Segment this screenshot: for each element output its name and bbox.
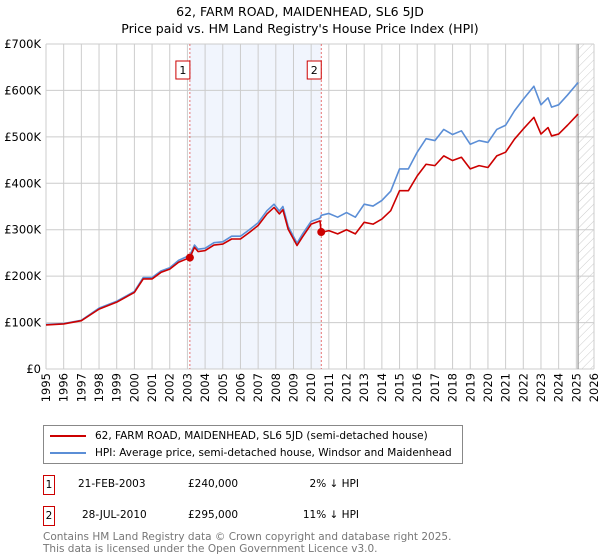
sale-badge: 1	[43, 475, 55, 495]
sale-date: 21-FEB-2003	[78, 478, 146, 490]
chart-subtitle: Price paid vs. HM Land Registry's House …	[121, 21, 479, 36]
x-tick-label: 2025	[569, 373, 583, 402]
x-tick-label: 2006	[233, 373, 247, 402]
sale-label: 1	[179, 64, 186, 77]
sale-label-box	[306, 60, 322, 80]
x-tick-label: 2019	[463, 373, 477, 402]
legend-item-hpi: HPI: Average price, semi-detached house,…	[50, 447, 452, 459]
footer-licence: This data is licensed under the Open Gov…	[43, 543, 378, 555]
x-tick-label: 2003	[180, 373, 194, 402]
x-tick-label: 2005	[216, 373, 230, 402]
x-tick-label: 2010	[304, 373, 318, 402]
x-tick-label: 1995	[39, 373, 53, 402]
x-tick-label: 2013	[357, 373, 371, 402]
x-tick-label: 2026	[587, 373, 600, 402]
x-tick-label: 2007	[251, 373, 265, 402]
x-tick-label: 2009	[286, 373, 300, 402]
hpi-line	[45, 82, 579, 326]
sale-hpi-diff: 11% ↓ HPI	[302, 509, 359, 521]
x-tick-label: 2011	[322, 373, 336, 402]
sale-date: 28-JUL-2010	[82, 509, 147, 521]
x-tick-label: 2008	[269, 373, 283, 402]
y-tick-label: £600K	[4, 83, 41, 97]
sale-point	[317, 228, 326, 237]
x-tick-label: 2024	[552, 373, 566, 402]
x-tick-label: 2012	[340, 373, 354, 402]
x-tick-label: 2015	[393, 373, 407, 402]
legend-swatch-red	[50, 435, 86, 437]
price-chart: 1995 1996 1997 1998 1999 2000 2001 2002 2003 2004…	[4, 37, 600, 402]
x-tick-label: 2004	[198, 373, 212, 402]
x-tick-label: 2017	[428, 373, 442, 402]
x-tick-label: 2014	[375, 373, 389, 402]
legend-swatch-blue	[50, 452, 86, 454]
legend-label: HPI: Average price, semi-detached house,…	[95, 447, 452, 459]
chart-title: 62, FARM ROAD, MAIDENHEAD, SL6 5JD	[176, 4, 424, 19]
y-tick-label: £0	[26, 362, 41, 376]
sale-badge: 2	[43, 506, 55, 526]
x-tick-label: 2002	[163, 373, 177, 402]
sale-price: £240,000	[188, 478, 239, 490]
x-tick-label: 2018	[446, 373, 460, 402]
sale-label: 2	[311, 64, 318, 77]
sale-point	[185, 253, 194, 262]
shaded-ownership-period	[189, 44, 322, 369]
x-tick-label: 1997	[74, 373, 88, 402]
y-tick-label: £500K	[4, 130, 41, 144]
x-tick-label: 2000	[127, 373, 141, 402]
sale-price: £295,000	[188, 509, 239, 521]
forecast-hatch	[578, 44, 594, 369]
x-tick-label: 2021	[499, 373, 513, 402]
footer-copyright: Contains HM Land Registry data © Crown c…	[43, 531, 452, 543]
x-tick-label: 2016	[410, 373, 424, 402]
x-tick-label: 2020	[481, 373, 495, 402]
sale-hpi-diff: 2% ↓ HPI	[309, 478, 359, 490]
x-tick-label: 2001	[145, 373, 159, 402]
x-tick-label: 1999	[110, 373, 124, 402]
legend-label: 62, FARM ROAD, MAIDENHEAD, SL6 5JD (semi…	[95, 430, 428, 442]
y-tick-label: £100K	[4, 316, 41, 330]
legend-item-price: 62, FARM ROAD, MAIDENHEAD, SL6 5JD (semi…	[50, 430, 428, 442]
y-tick-label: £200K	[4, 269, 41, 283]
x-tick-label: 1998	[92, 373, 106, 402]
legend: 62, FARM ROAD, MAIDENHEAD, SL6 5JD (semi…	[43, 425, 463, 464]
y-tick-label: £300K	[4, 223, 41, 237]
y-tick-label: £400K	[4, 176, 41, 190]
sale-label-box	[175, 60, 191, 80]
x-tick-label: 2023	[534, 373, 548, 402]
x-tick-label: 2022	[516, 373, 530, 402]
x-tick-label: 1996	[57, 373, 71, 402]
y-tick-label: £700K	[4, 37, 41, 51]
